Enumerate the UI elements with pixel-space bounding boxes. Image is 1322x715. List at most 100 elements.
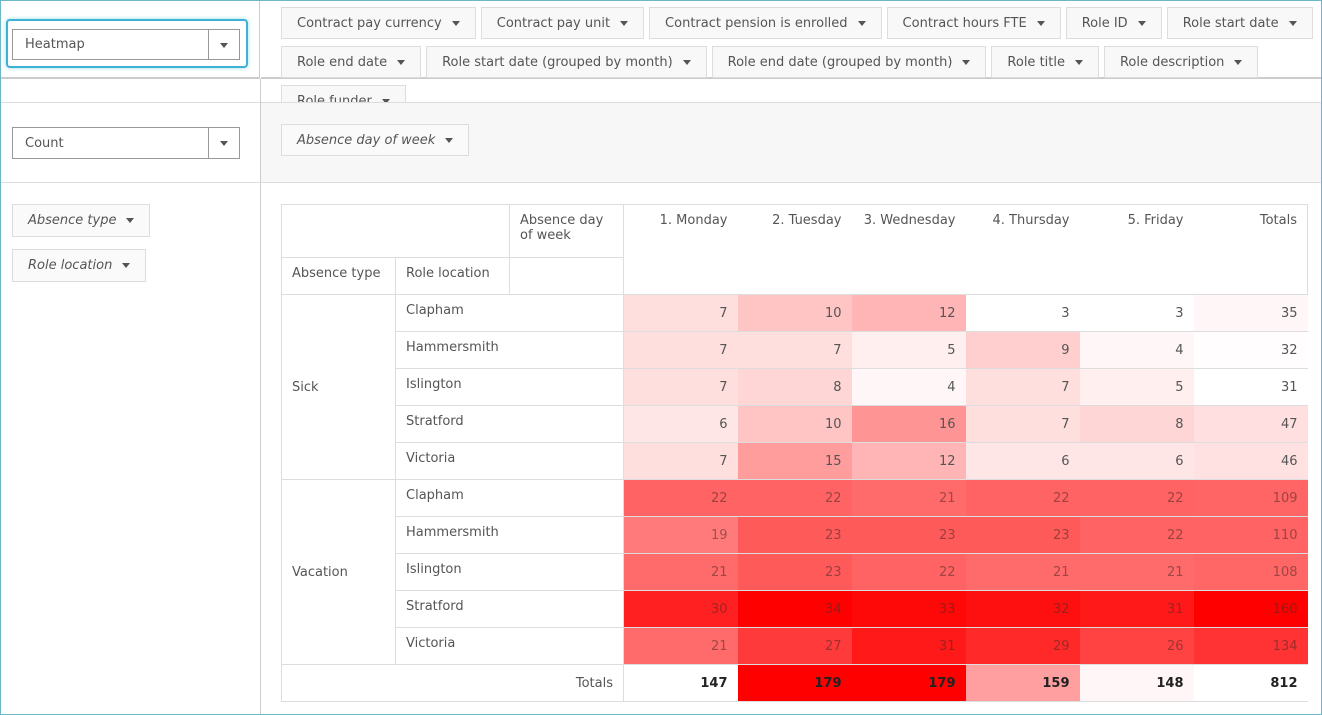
unused-attributes: Contract pay currency Contract pay unit Co…	[261, 1, 1321, 117]
value-cell: 6	[965, 442, 1080, 480]
value-cell: 7	[737, 331, 852, 369]
value-cell: 7	[623, 368, 738, 406]
attribute-chip[interactable]: Contract hours FTE	[886, 7, 1061, 39]
caret	[126, 218, 135, 223]
row-label: Islington	[395, 553, 624, 591]
value-cell: 46	[1193, 442, 1308, 480]
value-cell: 3	[965, 294, 1080, 332]
chip-label: Contract hours FTE	[902, 16, 1027, 31]
value-cell: 31	[1193, 368, 1308, 406]
value-cell: 34	[737, 590, 852, 628]
column-header: 1. Monday	[623, 204, 738, 295]
row-header: Role location	[395, 257, 510, 295]
header-row: Absence type Role location	[281, 257, 1308, 295]
chip-label: Role end date (grouped by month)	[727, 55, 953, 70]
caret	[620, 21, 629, 26]
value-cell: 7	[623, 294, 738, 332]
value-cell: 148	[1079, 664, 1194, 702]
data-row: Hammersmith 7 7 5 9 4 32	[282, 331, 1308, 369]
column-attributes: Absence day of week	[261, 103, 1321, 183]
chip-label: Absence type	[28, 213, 117, 228]
aggregator-label: Count	[25, 136, 64, 151]
attribute-chip[interactable]: Contract pay currency	[281, 7, 476, 39]
attribute-chip[interactable]: Role ID	[1065, 7, 1162, 39]
caret	[397, 60, 406, 65]
pivot-table-area: Absence day of week 1. Monday 2. Tuesday 3.…	[281, 204, 1308, 702]
caret	[857, 21, 866, 26]
data-row: Sick Clapham 7 10 12 3 3 35	[281, 294, 1308, 480]
attribute-chip[interactable]: Absence type	[12, 204, 151, 237]
attribute-chip[interactable]: Contract pension is enrolled	[649, 7, 882, 39]
value-cell: 7	[965, 405, 1080, 443]
value-cell: 31	[1079, 590, 1194, 628]
column-header: 4. Thursday	[965, 204, 1080, 295]
attribute-chip[interactable]: Role end date	[281, 46, 422, 78]
value-cell: 4	[1079, 331, 1194, 369]
row-header: Absence type	[281, 257, 396, 295]
column-header: 5. Friday	[1079, 204, 1194, 295]
value-cell: 21	[623, 553, 738, 591]
value-cell: 6	[623, 405, 738, 443]
value-cell: 22	[1079, 516, 1194, 554]
value-cell: 812	[1193, 664, 1308, 702]
group-label: Sick	[281, 294, 396, 480]
value-cell: 4	[851, 368, 966, 406]
row-label: Stratford	[395, 405, 624, 443]
aggregator-select[interactable]: Count	[12, 127, 240, 159]
value-cell: 12	[851, 294, 966, 332]
value-cell: 23	[851, 516, 966, 554]
attribute-chip[interactable]: Absence day of week	[281, 124, 470, 156]
group-label: Vacation	[281, 479, 396, 665]
value-cell: 6	[1079, 442, 1194, 480]
value-cell: 7	[623, 442, 738, 480]
value-cell: 31	[851, 627, 966, 665]
value-cell: 159	[965, 664, 1080, 702]
value-cell: 19	[623, 516, 738, 554]
attribute-chip[interactable]: Role end date (grouped by month)	[711, 46, 987, 78]
row-label: Hammersmith	[395, 331, 624, 369]
value-cell: 8	[737, 368, 852, 406]
chip-label: Role end date	[297, 55, 388, 70]
empty-cell	[509, 257, 624, 295]
value-cell: 30	[623, 590, 738, 628]
value-cell: 8	[1079, 405, 1194, 443]
data-row: Stratford 6 10 16 7 8 47	[282, 405, 1308, 443]
value-cell: 26	[1079, 627, 1194, 665]
value-cell: 23	[737, 516, 852, 554]
attribute-chip[interactable]: Role location	[12, 249, 147, 282]
spacer-row	[1, 79, 1321, 103]
value-cell: 27	[737, 627, 852, 665]
attribute-chip[interactable]: Role start date (grouped by month)	[426, 46, 707, 78]
value-cell: 22	[965, 479, 1080, 517]
value-cell: 179	[851, 664, 966, 702]
column-header: 3. Wednesday	[851, 204, 966, 295]
empty-corner	[281, 204, 510, 258]
caret	[445, 138, 454, 143]
attribute-chip[interactable]: Role start date	[1166, 7, 1313, 39]
attribute-chip[interactable]: Role title	[991, 46, 1099, 78]
chip-label: Role start date	[1182, 16, 1279, 31]
data-row: Vacation Clapham 22 22 21 22 22 109	[281, 479, 1308, 665]
aggregator-cell: Count	[1, 103, 261, 183]
renderer-select[interactable]: Heatmap	[12, 29, 240, 60]
attribute-chip[interactable]: Role description	[1103, 46, 1259, 78]
pivot-table: Absence day of week 1. Monday 2. Tuesday 3.…	[281, 204, 1308, 702]
renderer-cell: Heatmap	[1, 1, 260, 79]
chip-label: Contract pension is enrolled	[665, 16, 848, 31]
data-row: Islington 21 23 22 21 21 108	[282, 553, 1308, 591]
corner-label: Absence day of week	[509, 204, 624, 258]
data-row: Islington 7 8 4 7 5 31	[282, 368, 1308, 406]
chip-label: Absence day of week	[297, 133, 436, 148]
value-cell: 179	[737, 664, 852, 702]
value-cell: 35	[1193, 294, 1308, 332]
value-cell: 15	[737, 442, 852, 480]
value-cell: 147	[623, 664, 738, 702]
value-cell: 5	[1079, 368, 1194, 406]
value-cell: 10	[737, 405, 852, 443]
value-cell: 21	[623, 627, 738, 665]
chip-label: Contract pay currency	[297, 16, 442, 31]
value-cell: 109	[1193, 479, 1308, 517]
attribute-chip[interactable]: Contract pay unit	[480, 7, 645, 39]
chip-label: Role location	[28, 258, 113, 273]
